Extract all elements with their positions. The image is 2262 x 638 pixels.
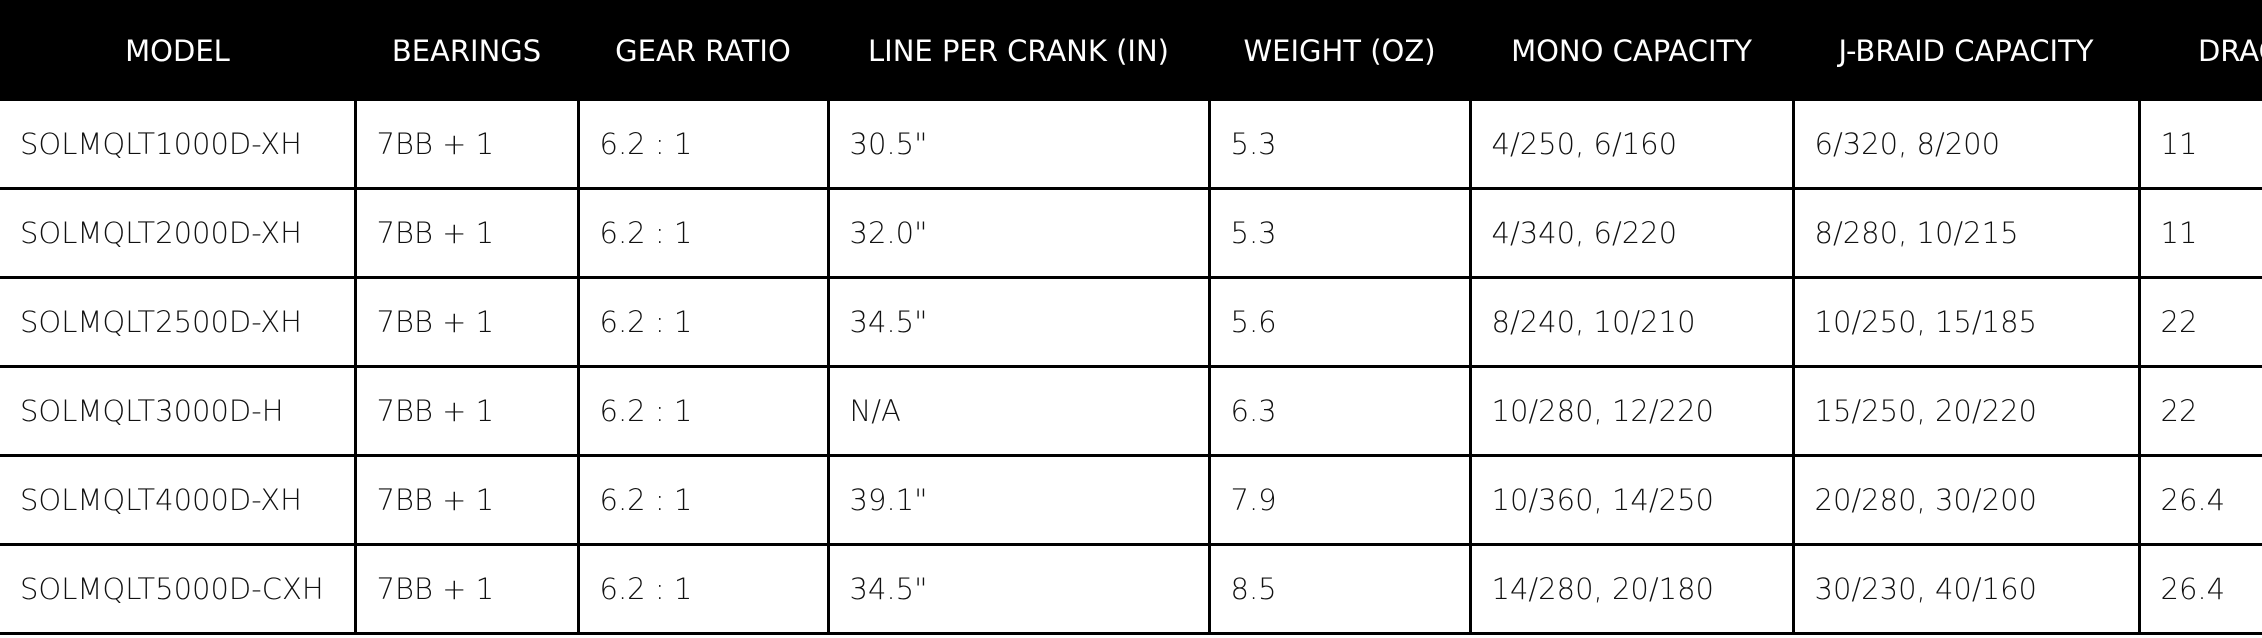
table-cell: 8/240, 10/210 — [1468, 277, 1793, 368]
table-cell: 10/360, 14/250 — [1468, 455, 1793, 546]
table-row: SOLMQLT4000D-XH 7BB + 1 6.2 : 1 39.1" 7.9 10/… — [0, 455, 2262, 546]
table-row: SOLMQLT5000D-CXH 7BB + 1 6.2 : 1 34.5" 8.5 14… — [0, 544, 2262, 635]
table-cell: 30.5" — [826, 101, 1209, 190]
table-cell: 7BB + 1 — [353, 188, 578, 279]
header-row: MODEL BEARINGS GEAR RATIO LINE PER CRANK (I… — [0, 0, 2262, 101]
table-cell: 6.2 : 1 — [576, 544, 828, 635]
table-cell: 5.3 — [1207, 188, 1470, 279]
table-cell: 7BB + 1 — [353, 101, 578, 190]
table-row: SOLMQLT2000D-XH 7BB + 1 6.2 : 1 32.0" 5.3 4/3… — [0, 188, 2262, 279]
table-cell: 7BB + 1 — [353, 277, 578, 368]
table-cell: 26.4 — [2137, 455, 2262, 546]
column-header: MONO CAPACITY — [1470, 0, 1793, 101]
column-header: WEIGHT (OZ) — [1209, 0, 1470, 101]
table-cell: 7BB + 1 — [353, 544, 578, 635]
table-cell: 10/250, 15/185 — [1791, 277, 2139, 368]
table-cell: 34.5" — [826, 277, 1209, 368]
table-cell: 7.9 — [1207, 455, 1470, 546]
table-cell: 7BB + 1 — [353, 455, 578, 546]
table-cell: N/A — [826, 366, 1209, 457]
table-cell: 22 — [2137, 277, 2262, 368]
table-cell: 10/280, 12/220 — [1468, 366, 1793, 457]
table-row: SOLMQLT1000D-XH 7BB + 1 6.2 : 1 30.5" 5.3 4/2… — [0, 101, 2262, 190]
table-cell: 6.2 : 1 — [576, 101, 828, 190]
table-cell: 26.4 — [2137, 544, 2262, 635]
table-cell: 30/230, 40/160 — [1791, 544, 2139, 635]
table-cell: 4/250, 6/160 — [1468, 101, 1793, 190]
table-cell: 32.0" — [826, 188, 1209, 279]
table-cell: 6.2 : 1 — [576, 455, 828, 546]
column-header: J-BRAID CAPACITY — [1793, 0, 2139, 101]
table-cell: 11 — [2137, 188, 2262, 279]
table-cell: 14/280, 20/180 — [1468, 544, 1793, 635]
table-cell: 39.1" — [826, 455, 1209, 546]
table-cell: SOLMQLT4000D-XH — [0, 455, 355, 546]
table-cell: 8/280, 10/215 — [1791, 188, 2139, 279]
table-cell: SOLMQLT1000D-XH — [0, 101, 355, 190]
table-row: SOLMQLT3000D-H 7BB + 1 6.2 : 1 N/A 6.3 10/280… — [0, 366, 2262, 457]
column-header: BEARINGS — [355, 0, 578, 101]
column-header: GEAR RATIO — [578, 0, 828, 101]
table-cell: 5.6 — [1207, 277, 1470, 368]
table-cell: 6/320, 8/200 — [1791, 101, 2139, 190]
table-cell: SOLMQLT5000D-CXH — [0, 544, 355, 635]
column-header: MODEL — [0, 0, 355, 101]
table-cell: 6.3 — [1207, 366, 1470, 457]
table-cell: 34.5" — [826, 544, 1209, 635]
table-cell: 15/250, 20/220 — [1791, 366, 2139, 457]
column-header: DRAG — [2139, 0, 2262, 101]
table-cell: 4/340, 6/220 — [1468, 188, 1793, 279]
table-cell: 8.5 — [1207, 544, 1470, 635]
table-cell: 6.2 : 1 — [576, 277, 828, 368]
table-cell: 7BB + 1 — [353, 366, 578, 457]
column-header: LINE PER CRANK (IN) — [828, 0, 1209, 101]
table-cell: 11 — [2137, 101, 2262, 190]
table-body: SOLMQLT1000D-XH 7BB + 1 6.2 : 1 30.5" 5.3 4/2… — [0, 101, 2262, 635]
table-cell: 22 — [2137, 366, 2262, 457]
table-cell: SOLMQLT2000D-XH — [0, 188, 355, 279]
table-cell: 5.3 — [1207, 101, 1470, 190]
table-cell: 20/280, 30/200 — [1791, 455, 2139, 546]
table-cell: 6.2 : 1 — [576, 188, 828, 279]
table-cell: 6.2 : 1 — [576, 366, 828, 457]
table-row: SOLMQLT2500D-XH 7BB + 1 6.2 : 1 34.5" 5.6 8/2… — [0, 277, 2262, 368]
table-cell: SOLMQLT2500D-XH — [0, 277, 355, 368]
table-cell: SOLMQLT3000D-H — [0, 366, 355, 457]
